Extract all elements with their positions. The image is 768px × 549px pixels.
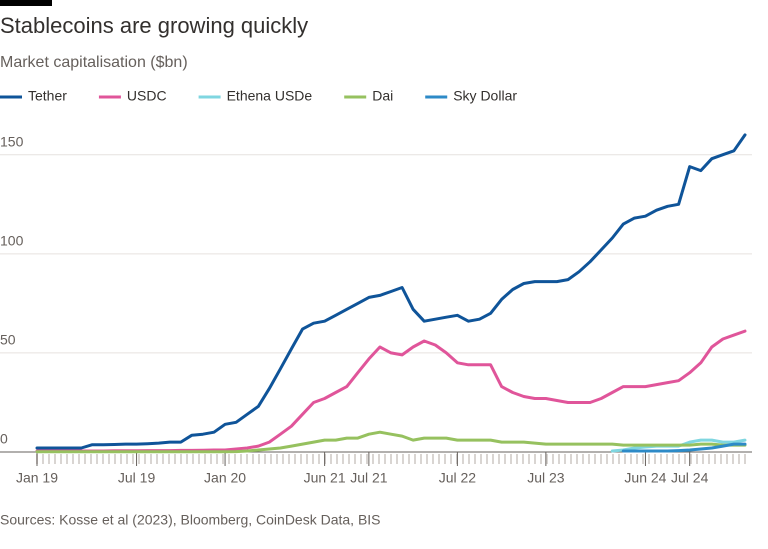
- x-tick-label: Jul 19: [118, 470, 156, 486]
- source-note: Sources: Kosse et al (2023), Bloomberg, …: [0, 512, 381, 528]
- legend-item: Ethena USDe: [198, 88, 313, 104]
- legend-label: USDC: [127, 88, 167, 104]
- series-line: [621, 442, 747, 453]
- series-line: [35, 133, 747, 450]
- legend-label: Ethena USDe: [227, 88, 313, 104]
- x-tick-label: Jun 24: [624, 470, 666, 486]
- y-tick-label: 150: [0, 133, 24, 149]
- legend-item: Sky Dollar: [425, 88, 517, 104]
- y-tick-label: 50: [0, 332, 16, 348]
- series-line: [35, 430, 747, 454]
- x-tick-label: Jan 20: [204, 470, 246, 486]
- x-tick-label: Jun 21: [304, 470, 346, 486]
- brand-bar: [0, 0, 52, 6]
- y-tick-label: 100: [0, 233, 24, 249]
- legend-item: Dai: [344, 88, 393, 104]
- x-tick-label: Jul 21: [350, 470, 388, 486]
- y-tick-label: 0: [0, 431, 8, 447]
- x-tick-label: Jul 24: [671, 470, 709, 486]
- legend-label: Sky Dollar: [453, 88, 517, 104]
- x-tick-label: Jan 19: [16, 470, 58, 486]
- legend-label: Tether: [28, 88, 67, 104]
- x-tick-label: Jul 23: [527, 470, 565, 486]
- legend-item: Tether: [0, 88, 67, 104]
- chart-title: Stablecoins are growing quickly: [0, 13, 308, 38]
- legend-item: USDC: [98, 88, 167, 104]
- chart-subtitle: Market capitalisation ($bn): [0, 54, 188, 71]
- legend-label: Dai: [372, 88, 393, 104]
- x-tick-label: Jul 22: [439, 470, 477, 486]
